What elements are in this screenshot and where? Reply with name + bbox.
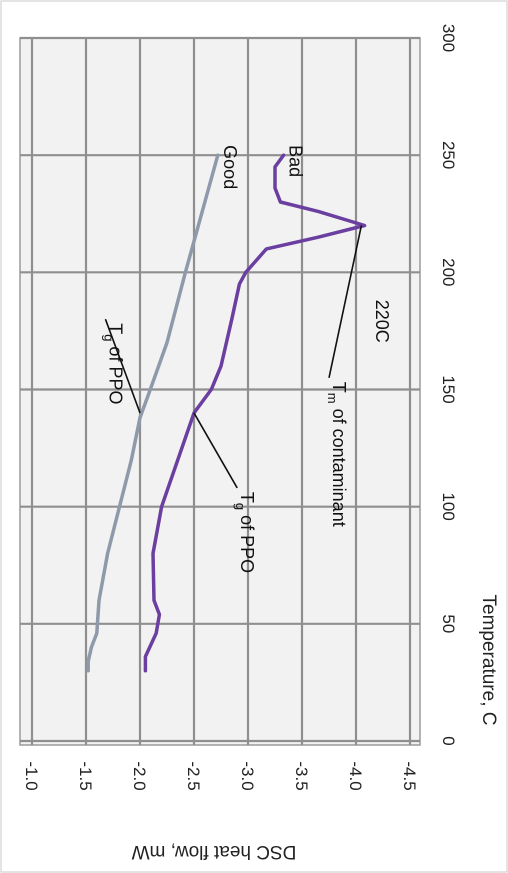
y-axis-title: DSC heat flow, mW xyxy=(132,841,297,862)
temp-tick-label: 250 xyxy=(439,141,458,169)
temp-tick-label: 150 xyxy=(439,375,458,403)
plot-area xyxy=(19,37,421,746)
temp-tick-label: 100 xyxy=(439,492,458,520)
heatflow-tick-label: -2.0 xyxy=(130,761,149,790)
temp-tick-label: 200 xyxy=(439,258,458,286)
annotation-text-main: T xyxy=(105,323,125,334)
tick-labels: 0 50 100 150 200 250 300 -1.0 -1.5 -2.0 -2.5 -3.0 -3… xyxy=(22,24,458,791)
annotation-label-tg_bad: Tg of PPO xyxy=(233,492,257,573)
axis-titles: Temperature, C DSC heat flow, mW xyxy=(132,595,499,862)
heatflow-tick-label: -3.5 xyxy=(292,761,311,790)
series-label-bad: Bad xyxy=(286,145,306,177)
annotation-text-rest: of contaminant xyxy=(329,404,349,527)
heatflow-tick-label: -2.5 xyxy=(184,761,203,790)
annotation-leader-line xyxy=(104,318,141,414)
heatflow-tick-label: -1.0 xyxy=(22,761,41,790)
annotation-text-rest: of PPO xyxy=(105,341,125,404)
annotation-label-tg_good: Tg of PPO xyxy=(101,323,125,404)
series-line-good xyxy=(86,153,220,673)
temp-tick-label: 0 xyxy=(439,736,458,745)
annotation-label-tm: Tm of contaminant xyxy=(325,382,349,527)
annotation-text-subscript: g xyxy=(101,334,116,341)
heatflow-tick-label: -4.5 xyxy=(400,761,419,790)
annotation-label-tm_value: 220C xyxy=(372,300,392,343)
grid xyxy=(20,36,420,745)
annotation-leader-line xyxy=(328,225,363,378)
heatflow-tick-label: -3.0 xyxy=(238,761,257,790)
annotation-text-subscript: g xyxy=(233,503,248,510)
series-label-good: Good xyxy=(220,145,240,189)
annotation-leader-line xyxy=(193,412,238,489)
annotation-text-subscript: m xyxy=(325,393,340,404)
annotation-text-main: T xyxy=(237,492,257,503)
series-layer: Good Bad xyxy=(86,145,367,673)
annotation-text-main: T xyxy=(329,382,349,393)
x-axis-title: Temperature, C xyxy=(478,595,499,726)
annotation-text-main: 220C xyxy=(372,300,392,343)
heatflow-tick-label: -4.0 xyxy=(346,761,365,790)
annotation-text-rest: of PPO xyxy=(237,510,257,573)
temp-tick-label: 300 xyxy=(439,24,458,52)
temp-tick-label: 50 xyxy=(439,614,458,633)
series-line-bad xyxy=(143,153,367,673)
heatflow-tick-label: -1.5 xyxy=(76,761,95,790)
